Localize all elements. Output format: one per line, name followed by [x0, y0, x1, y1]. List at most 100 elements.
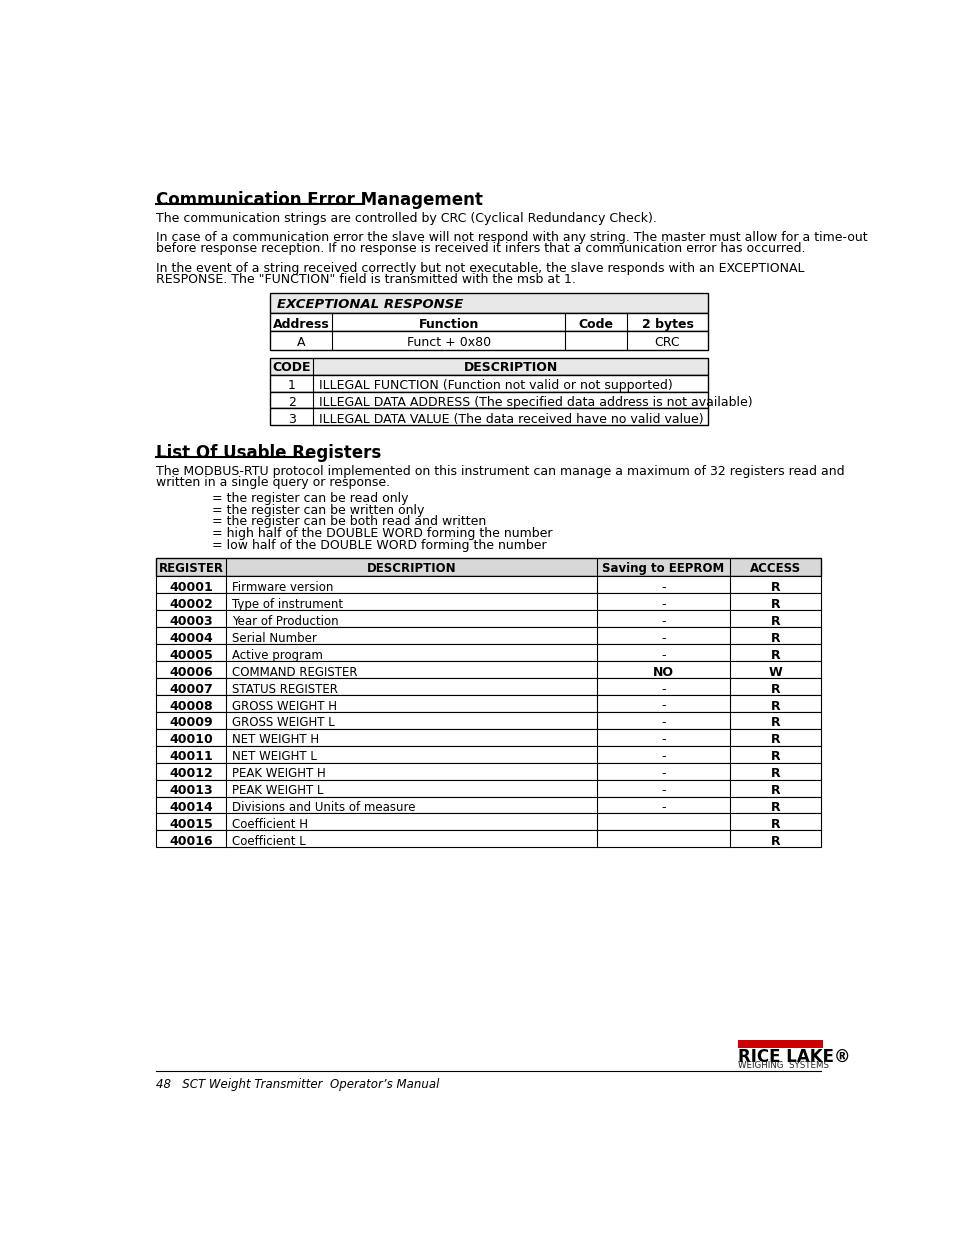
- Bar: [156, 779, 821, 797]
- Text: 40005: 40005: [170, 648, 213, 662]
- Text: -: -: [660, 615, 665, 627]
- Text: List Of Usable Registers: List Of Usable Registers: [156, 443, 381, 462]
- Bar: [156, 814, 821, 830]
- Text: R: R: [770, 751, 780, 763]
- Text: NET WEIGHT H: NET WEIGHT H: [233, 734, 319, 746]
- Bar: [156, 627, 821, 645]
- Text: ACCESS: ACCESS: [749, 562, 801, 576]
- Text: STATUS REGISTER: STATUS REGISTER: [233, 683, 338, 695]
- Text: = low half of the DOUBLE WORD forming the number: = low half of the DOUBLE WORD forming th…: [212, 540, 546, 552]
- Bar: [156, 577, 821, 593]
- Text: Code: Code: [578, 317, 613, 331]
- Text: The MODBUS-RTU protocol implemented on this instrument can manage a maximum of 3: The MODBUS-RTU protocol implemented on t…: [156, 466, 844, 478]
- Text: -: -: [660, 784, 665, 798]
- Text: -: -: [660, 699, 665, 713]
- Text: 40001: 40001: [170, 580, 213, 594]
- Bar: [156, 729, 821, 746]
- Text: Address: Address: [273, 317, 330, 331]
- Text: In case of a communication error the slave will not respond with any string. The: In case of a communication error the sla…: [156, 231, 867, 245]
- Text: -: -: [660, 580, 665, 594]
- Text: 40004: 40004: [170, 632, 213, 645]
- Text: CRC: CRC: [654, 336, 679, 350]
- Bar: [270, 391, 707, 409]
- Text: Communication Error Management: Communication Error Management: [156, 190, 483, 209]
- Text: W: W: [768, 666, 781, 679]
- Text: 40011: 40011: [170, 751, 213, 763]
- Bar: [270, 331, 707, 350]
- Bar: [156, 763, 821, 779]
- Bar: [156, 558, 821, 577]
- Text: Divisions and Units of measure: Divisions and Units of measure: [233, 802, 416, 814]
- Bar: [737, 1040, 822, 1047]
- Text: -: -: [660, 598, 665, 611]
- Bar: [270, 312, 707, 331]
- Text: Serial Number: Serial Number: [233, 632, 317, 645]
- Text: The communication strings are controlled by CRC (Cyclical Redundancy Check).: The communication strings are controlled…: [156, 212, 657, 225]
- Text: RESPONSE. The "FUNCTION" field is transmitted with the msb at 1.: RESPONSE. The "FUNCTION" field is transm…: [156, 273, 576, 287]
- Text: before response reception. If no response is received it infers that a communica: before response reception. If no respons…: [156, 242, 805, 256]
- Text: Firmware version: Firmware version: [233, 580, 334, 594]
- Text: Function: Function: [418, 317, 478, 331]
- Text: R: R: [770, 818, 780, 831]
- Text: 40003: 40003: [170, 615, 213, 627]
- Text: 40013: 40013: [170, 784, 213, 798]
- Text: = high half of the DOUBLE WORD forming the number: = high half of the DOUBLE WORD forming t…: [212, 527, 552, 541]
- Text: COMMAND REGISTER: COMMAND REGISTER: [233, 666, 357, 679]
- Text: = the register can be written only: = the register can be written only: [212, 504, 424, 516]
- Text: R: R: [770, 716, 780, 730]
- Text: NET WEIGHT L: NET WEIGHT L: [233, 751, 317, 763]
- Text: -: -: [660, 767, 665, 781]
- Text: 2: 2: [288, 396, 295, 409]
- Bar: [270, 374, 707, 391]
- Text: Type of instrument: Type of instrument: [233, 598, 343, 611]
- Text: R: R: [770, 598, 780, 611]
- Text: REGISTER: REGISTER: [158, 562, 224, 576]
- Text: R: R: [770, 802, 780, 814]
- Text: In the event of a string received correctly but not executable, the slave respon: In the event of a string received correc…: [156, 262, 804, 275]
- Bar: [156, 711, 821, 729]
- Text: R: R: [770, 683, 780, 695]
- Bar: [156, 610, 821, 627]
- Text: CODE: CODE: [273, 362, 311, 374]
- Text: 40015: 40015: [170, 818, 213, 831]
- Text: 2 bytes: 2 bytes: [641, 317, 693, 331]
- Text: 40007: 40007: [170, 683, 213, 695]
- Text: Saving to EEPROM: Saving to EEPROM: [601, 562, 723, 576]
- Text: 40006: 40006: [170, 666, 213, 679]
- Text: ILLEGAL DATA ADDRESS (The specified data address is not available): ILLEGAL DATA ADDRESS (The specified data…: [319, 396, 752, 409]
- Bar: [156, 593, 821, 610]
- Text: 40002: 40002: [170, 598, 213, 611]
- Text: Coefficient L: Coefficient L: [233, 835, 306, 848]
- Text: R: R: [770, 580, 780, 594]
- Text: DESCRIPTION: DESCRIPTION: [463, 362, 558, 374]
- Text: Coefficient H: Coefficient H: [233, 818, 308, 831]
- Text: R: R: [770, 648, 780, 662]
- Bar: [156, 695, 821, 711]
- Text: 40016: 40016: [170, 835, 213, 848]
- Text: WEIGHING  SYSTEMS: WEIGHING SYSTEMS: [738, 1061, 828, 1070]
- Text: GROSS WEIGHT L: GROSS WEIGHT L: [233, 716, 335, 730]
- Bar: [156, 678, 821, 695]
- Bar: [270, 358, 707, 374]
- Bar: [270, 293, 707, 312]
- Text: RICE LAKE®: RICE LAKE®: [737, 1047, 849, 1066]
- Bar: [270, 409, 707, 425]
- Text: 40008: 40008: [170, 699, 213, 713]
- Text: DESCRIPTION: DESCRIPTION: [366, 562, 456, 576]
- Text: -: -: [660, 734, 665, 746]
- Text: Year of Production: Year of Production: [233, 615, 338, 627]
- Text: -: -: [660, 751, 665, 763]
- Text: written in a single query or response.: written in a single query or response.: [156, 477, 390, 489]
- Text: ILLEGAL DATA VALUE (The data received have no valid value): ILLEGAL DATA VALUE (The data received ha…: [319, 412, 703, 426]
- Text: ILLEGAL FUNCTION (Function not valid or not supported): ILLEGAL FUNCTION (Function not valid or …: [319, 379, 672, 393]
- Bar: [156, 661, 821, 678]
- Bar: [156, 797, 821, 814]
- Bar: [156, 645, 821, 661]
- Text: R: R: [770, 632, 780, 645]
- Text: 1: 1: [288, 379, 295, 393]
- Text: 48   SCT Weight Transmitter  Operator’s Manual: 48 SCT Weight Transmitter Operator’s Man…: [156, 1078, 439, 1091]
- Text: R: R: [770, 699, 780, 713]
- Text: = the register can be read only: = the register can be read only: [212, 492, 408, 505]
- Text: R: R: [770, 767, 780, 781]
- Text: 40009: 40009: [170, 716, 213, 730]
